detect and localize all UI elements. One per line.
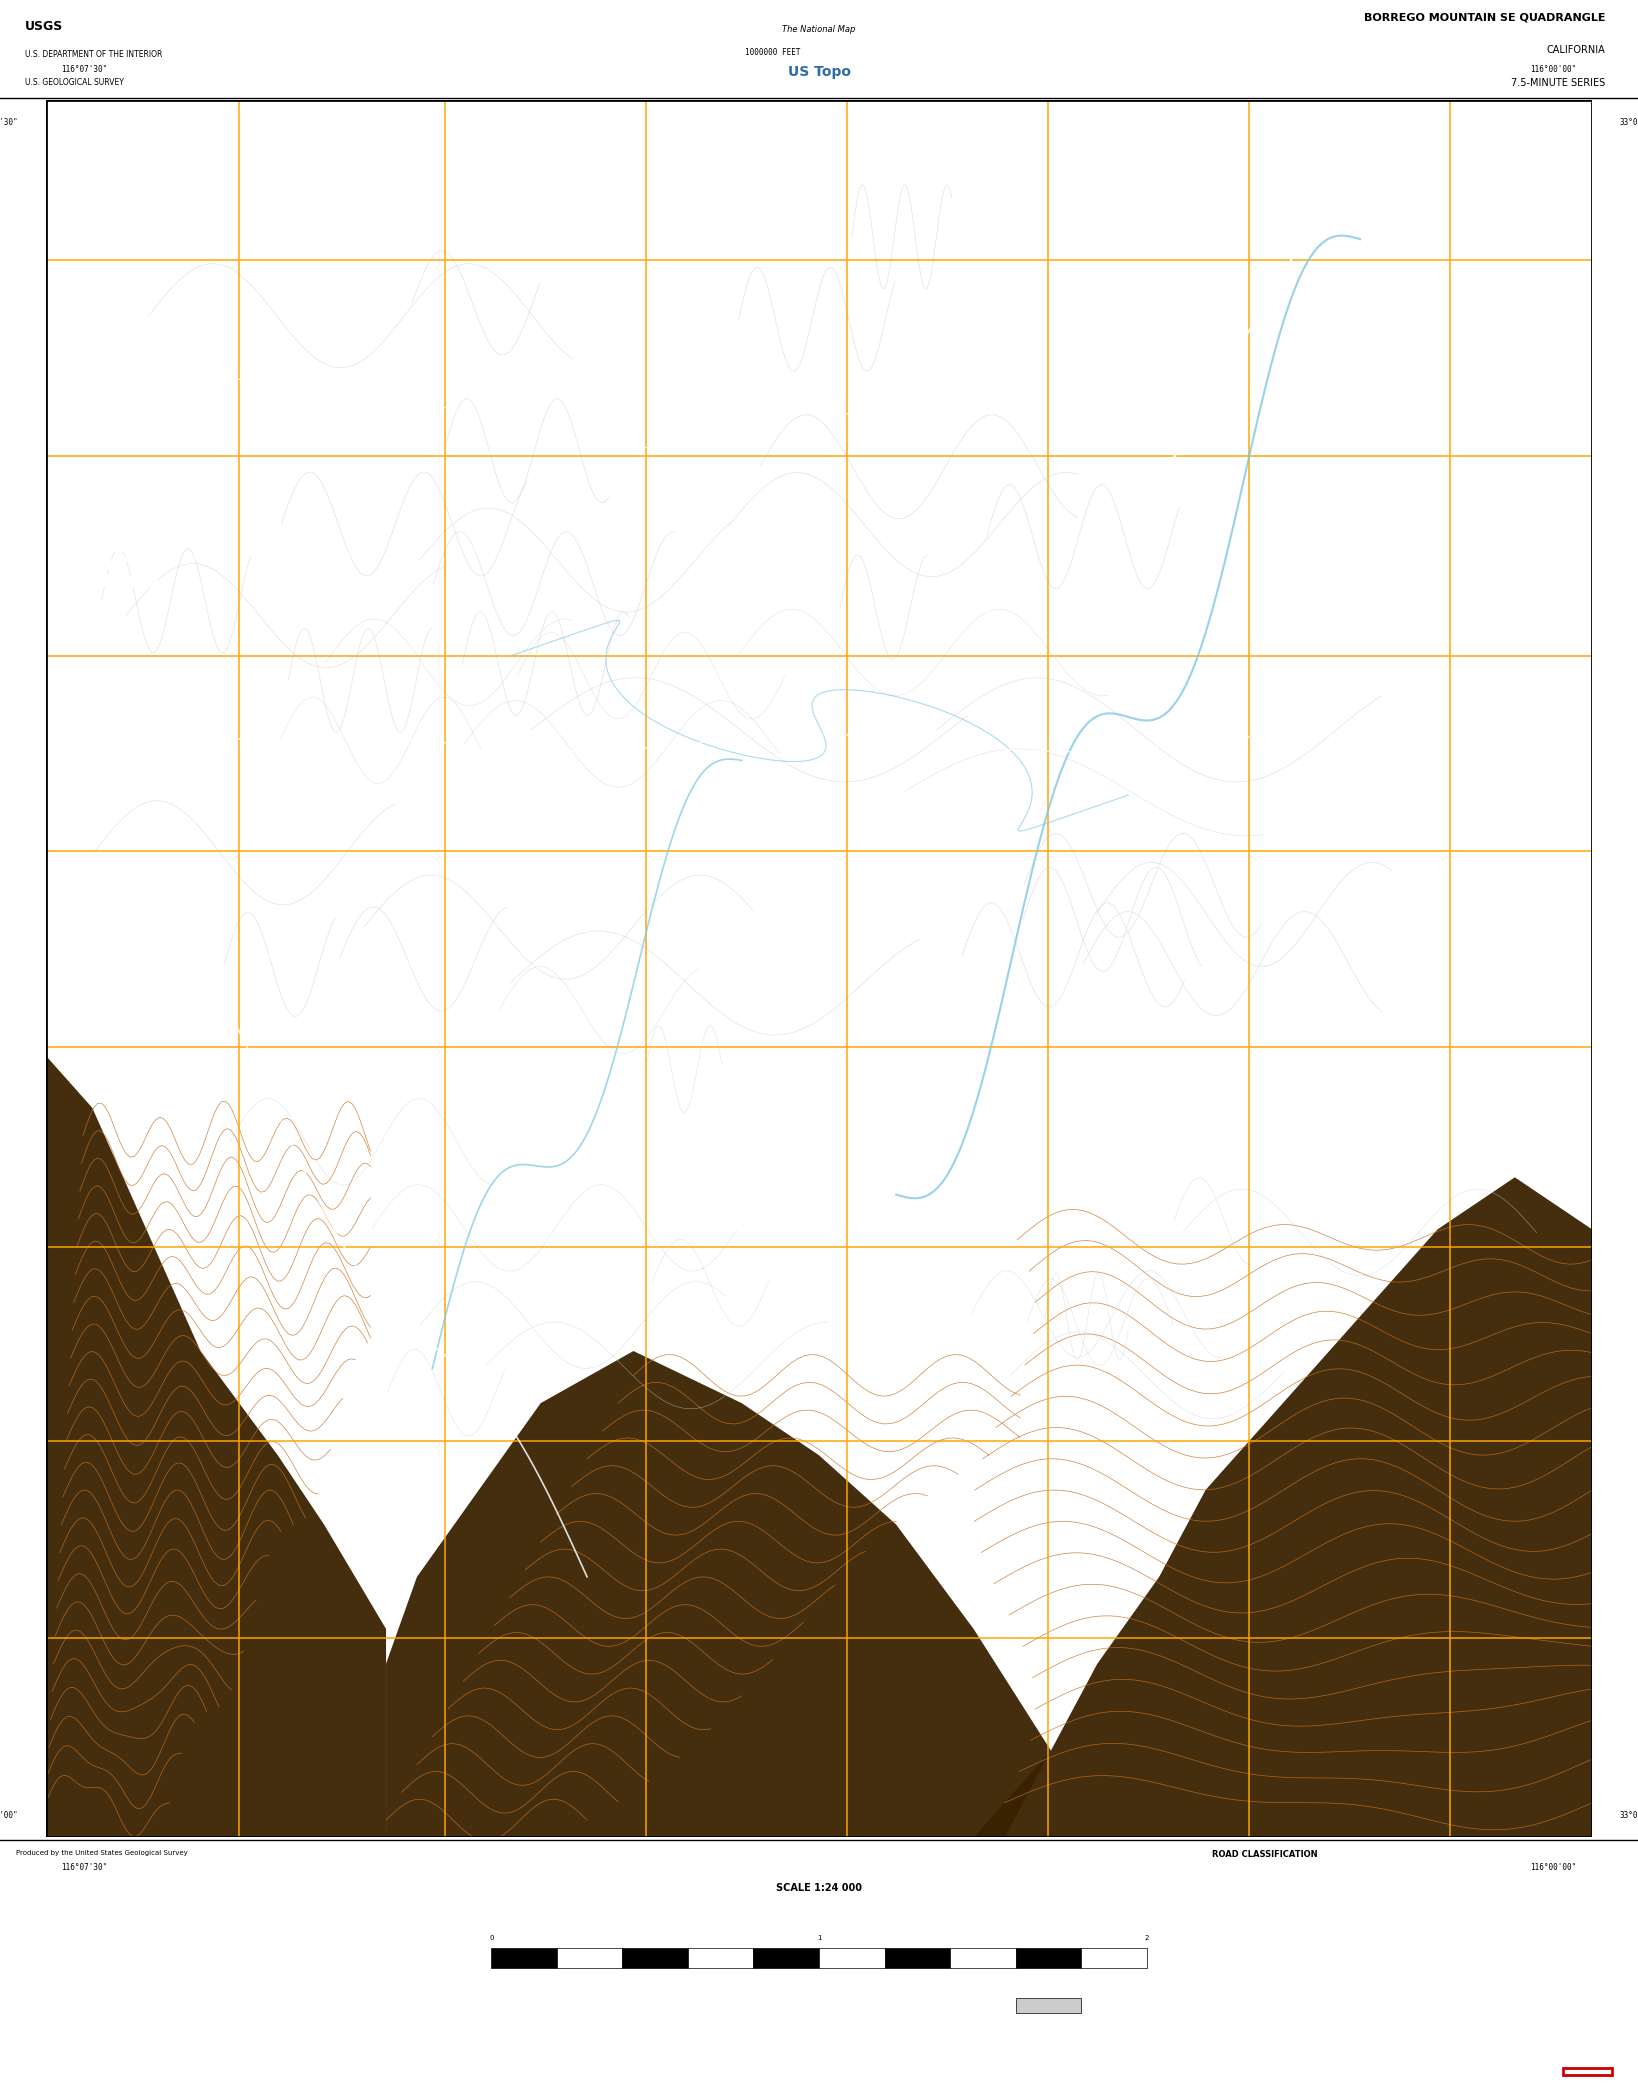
- Bar: [85, 522, 95, 535]
- Text: U.S. GEOLOGICAL SURVEY: U.S. GEOLOGICAL SURVEY: [25, 77, 123, 88]
- Text: U.S. DEPARTMENT OF THE INTERIOR: U.S. DEPARTMENT OF THE INTERIOR: [25, 50, 162, 58]
- Bar: [115, 522, 126, 535]
- Polygon shape: [387, 1351, 1052, 1837]
- Bar: [100, 557, 111, 570]
- Text: 33°07'30": 33°07'30": [1620, 117, 1638, 127]
- Text: 116°00'00": 116°00'00": [1530, 65, 1577, 75]
- Text: 1000000 FEET: 1000000 FEET: [745, 48, 801, 56]
- Text: 116°07'30": 116°07'30": [61, 1862, 108, 1873]
- Bar: [146, 522, 157, 535]
- Bar: [100, 522, 111, 535]
- Bar: [753, 1948, 819, 1967]
- Text: 116°00'00": 116°00'00": [1530, 1862, 1577, 1873]
- Text: 1: 1: [817, 1936, 821, 1942]
- Text: The National Map: The National Map: [783, 25, 855, 33]
- Bar: [115, 539, 126, 551]
- Bar: [622, 1948, 688, 1967]
- Bar: [131, 557, 143, 570]
- Bar: [950, 1948, 1016, 1967]
- Bar: [100, 539, 111, 551]
- Text: 2: 2: [1145, 1936, 1148, 1942]
- Bar: [146, 574, 157, 587]
- Text: 33°00'00": 33°00'00": [0, 1810, 18, 1821]
- Text: SCALE 1:24 000: SCALE 1:24 000: [776, 1883, 862, 1892]
- Bar: [557, 1948, 622, 1967]
- Bar: [819, 1948, 885, 1967]
- Bar: [131, 574, 143, 587]
- Bar: [131, 539, 143, 551]
- Text: 33°07'30": 33°07'30": [0, 117, 18, 127]
- Bar: [131, 522, 143, 535]
- Bar: [146, 539, 157, 551]
- Bar: [85, 539, 95, 551]
- Bar: [1016, 1998, 1081, 2013]
- Bar: [85, 574, 95, 587]
- Text: 0: 0: [490, 1936, 493, 1942]
- Text: Produced by the United States Geological Survey: Produced by the United States Geological…: [16, 1850, 188, 1856]
- Bar: [491, 1948, 557, 1967]
- Text: ROAD CLASSIFICATION: ROAD CLASSIFICATION: [1212, 1850, 1317, 1858]
- Bar: [146, 557, 157, 570]
- Bar: [115, 574, 126, 587]
- Polygon shape: [46, 1057, 387, 1837]
- Text: 33°00'00": 33°00'00": [1620, 1810, 1638, 1821]
- Bar: [885, 1948, 950, 1967]
- Bar: [85, 557, 95, 570]
- Text: BORREGO MOUNTAIN SE QUADRANGLE: BORREGO MOUNTAIN SE QUADRANGLE: [1364, 13, 1605, 23]
- Text: US Topo: US Topo: [788, 65, 850, 79]
- Bar: [115, 557, 126, 570]
- Polygon shape: [973, 1178, 1592, 1837]
- Text: CALIFORNIA: CALIFORNIA: [1546, 46, 1605, 54]
- Text: 116°07'30": 116°07'30": [61, 65, 108, 75]
- Text: 7.5-MINUTE SERIES: 7.5-MINUTE SERIES: [1510, 77, 1605, 88]
- Bar: [1081, 1948, 1147, 1967]
- Bar: [688, 1948, 753, 1967]
- Bar: [1016, 1948, 1081, 1967]
- Bar: [100, 574, 111, 587]
- Text: USGS: USGS: [25, 21, 62, 33]
- Bar: [1563, 2067, 1612, 2075]
